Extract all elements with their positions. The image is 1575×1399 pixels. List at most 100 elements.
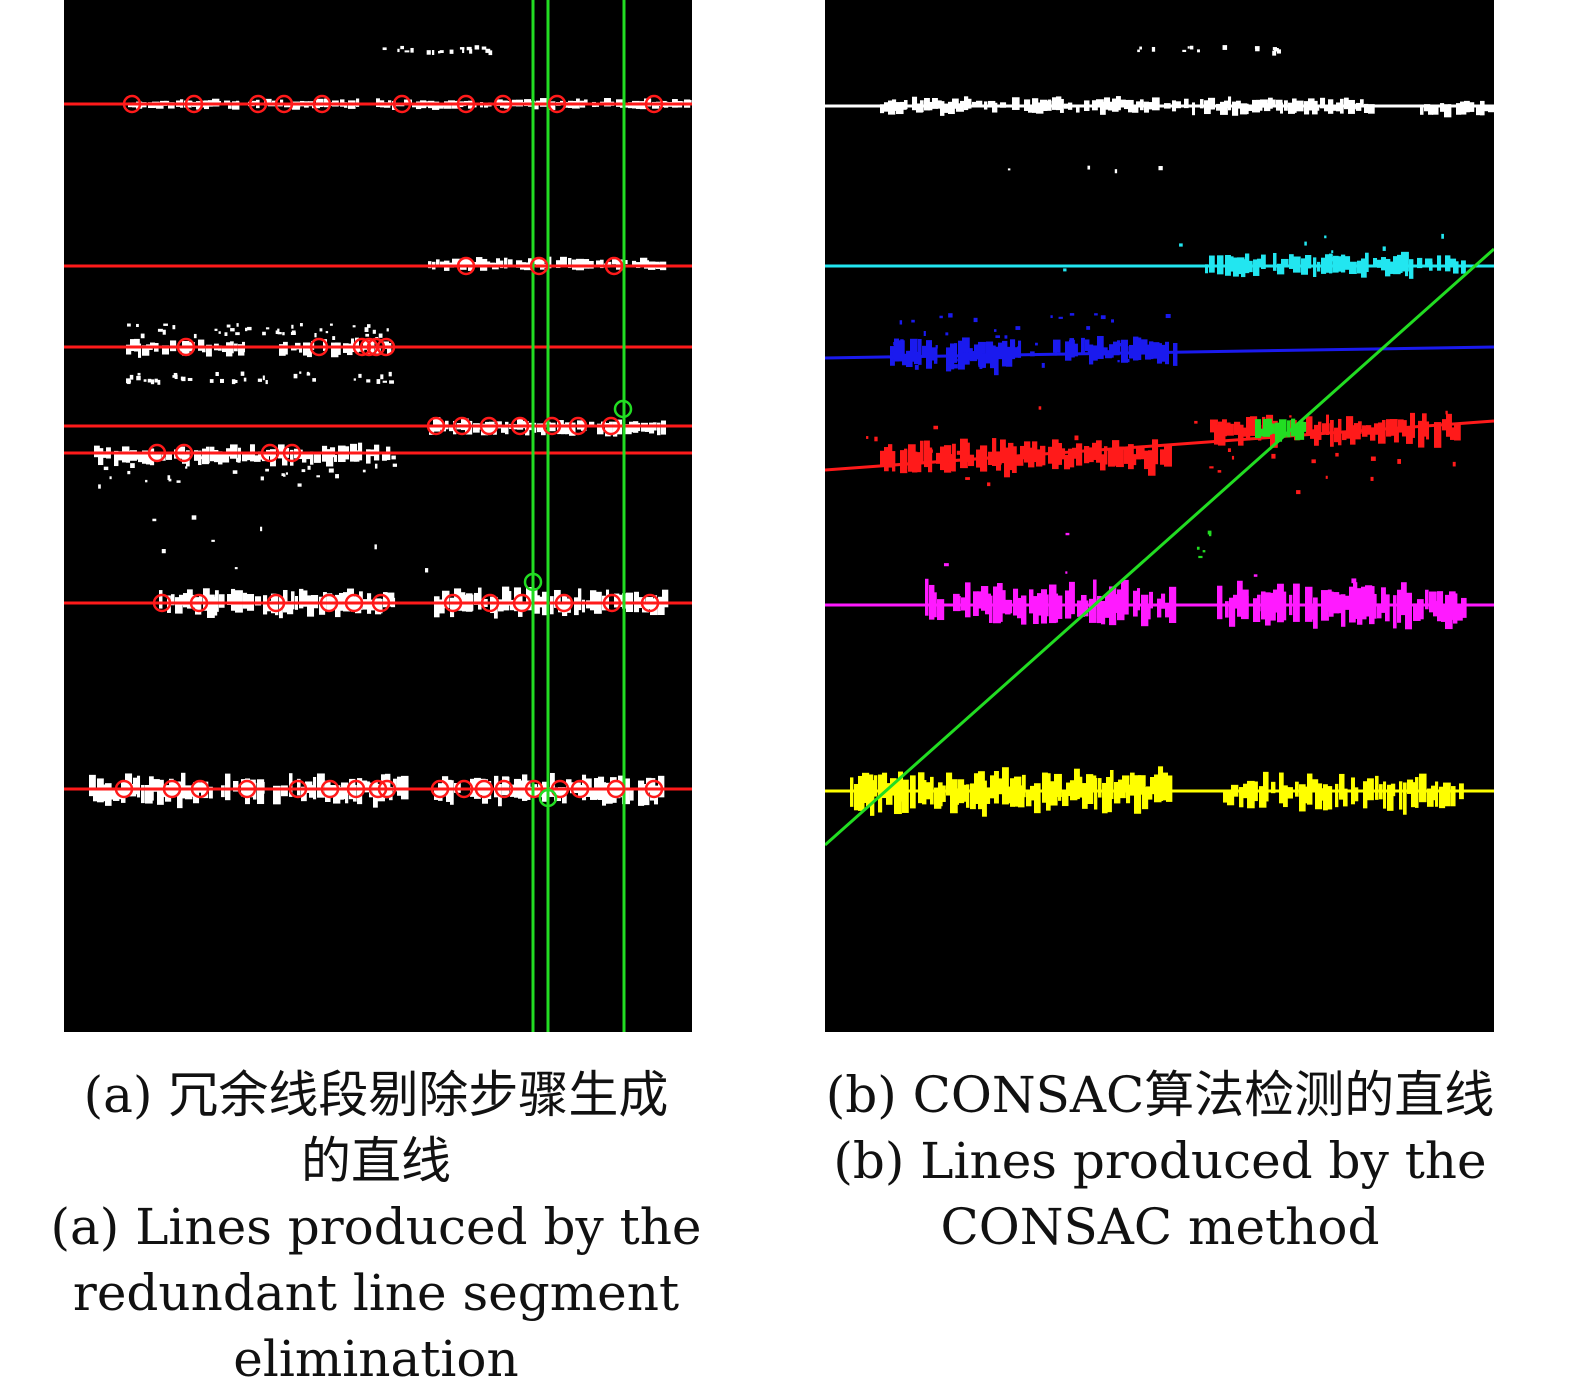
noise-speck-red (1038, 406, 1042, 410)
noise-speck (364, 327, 369, 332)
text-pixel (373, 781, 378, 808)
point-cluster-cyan (1437, 255, 1442, 271)
red-intersection-circle (474, 779, 494, 799)
noise-speck-blue (1086, 326, 1091, 330)
text-pixel (287, 601, 294, 615)
text-pixel (161, 787, 165, 798)
noise-speck-blue (978, 362, 982, 368)
text-pixel (540, 98, 548, 107)
point-cluster-yellow (1050, 781, 1058, 806)
text-pixel (158, 452, 162, 459)
point-cluster-yellow (1106, 777, 1112, 813)
noise-speck (1137, 49, 1140, 53)
text-pixel (159, 590, 163, 609)
noise-speck (1087, 165, 1091, 170)
point-cluster-red (1406, 426, 1413, 444)
noise-speck (335, 474, 339, 479)
text-pixel (138, 343, 142, 358)
point-cluster-magenta (1093, 579, 1097, 619)
noise-speck-red (1074, 435, 1079, 441)
noise-speck-blue (993, 329, 997, 332)
text-pixel (329, 785, 337, 797)
noise-speck-blue (964, 358, 968, 362)
red-intersection-circle (266, 593, 286, 613)
point-cluster-red (1084, 445, 1090, 464)
noise-speck (143, 379, 147, 382)
point-cluster-magenta (1057, 595, 1063, 619)
text-pixel (371, 599, 379, 611)
text-pixel (365, 781, 370, 793)
text-pixel (618, 594, 625, 607)
point-cluster-yellow (1263, 771, 1269, 802)
point-cluster-white (1428, 105, 1434, 115)
noise-speck (462, 48, 465, 54)
noise-speck (459, 47, 465, 50)
point-cluster-red (1104, 446, 1108, 465)
noise-speck-blue (1111, 319, 1115, 323)
red-intersection-circle (122, 94, 142, 114)
noise-speck (127, 380, 132, 383)
point-cluster-magenta (1097, 595, 1102, 624)
panel-b-svg (825, 0, 1494, 1032)
red-intersection-circle (601, 416, 621, 436)
noise-speck (301, 469, 306, 473)
noise-speck (365, 333, 370, 337)
text-pixel (600, 259, 604, 269)
point-cluster-magenta (1141, 594, 1149, 627)
point-cluster-yellow (1299, 784, 1306, 812)
text-pixel (278, 444, 285, 459)
caption-b-zh: (b) CONSAC算法检测的直线 (825, 1066, 1495, 1124)
text-pixel (353, 785, 357, 802)
text-pixel (137, 775, 141, 798)
point-cluster-yellow (854, 783, 860, 811)
point-cluster-white (1208, 97, 1216, 110)
panel-b-background (825, 0, 1494, 1032)
point-cluster-yellow (1130, 772, 1135, 796)
noise-speck-red (1305, 423, 1309, 428)
text-pixel (245, 778, 250, 805)
text-pixel (351, 338, 355, 353)
noise-speck-blue (893, 349, 896, 355)
point-cluster-white (1332, 105, 1340, 111)
noise-speck (306, 371, 309, 376)
text-pixel (334, 454, 338, 462)
point-cluster-yellow (1078, 776, 1083, 798)
noise-speck (243, 377, 247, 382)
noise-speck-red (1452, 461, 1456, 467)
text-pixel (323, 339, 328, 351)
red-intersection-circle (640, 593, 660, 613)
point-cluster-green (1287, 420, 1291, 438)
noise-speck (247, 326, 252, 331)
noise-speck (358, 373, 362, 378)
noise-speck (214, 328, 218, 331)
point-cluster-yellow (1339, 773, 1345, 800)
point-cluster-blue (930, 347, 938, 361)
text-pixel (516, 260, 523, 268)
point-cluster-magenta (937, 599, 945, 621)
point-cluster-white (968, 98, 972, 109)
noise-speck (136, 375, 141, 381)
text-pixel (454, 588, 462, 611)
text-pixel (113, 787, 120, 801)
point-cluster-white (1104, 97, 1111, 110)
text-pixel (214, 449, 219, 463)
text-pixel (379, 598, 383, 614)
point-cluster-green (1271, 423, 1275, 434)
noise-speck (410, 47, 414, 53)
point-cluster-white (1484, 104, 1491, 112)
point-cluster-yellow (1158, 766, 1164, 801)
point-cluster-magenta (1145, 604, 1151, 620)
text-pixel (640, 257, 648, 268)
noise-speck (191, 515, 197, 520)
point-cluster-yellow (1271, 781, 1276, 794)
noise-speck-cyan (1329, 257, 1334, 262)
text-pixel (642, 784, 650, 806)
text-pixel (473, 423, 480, 433)
point-cluster-cyan (1445, 255, 1451, 272)
point-cluster-red (920, 440, 924, 463)
noise-speck (275, 330, 279, 335)
noise-speck (397, 48, 400, 53)
text-pixel (484, 103, 489, 108)
text-pixel (429, 424, 435, 435)
point-cluster-magenta (1393, 595, 1397, 629)
